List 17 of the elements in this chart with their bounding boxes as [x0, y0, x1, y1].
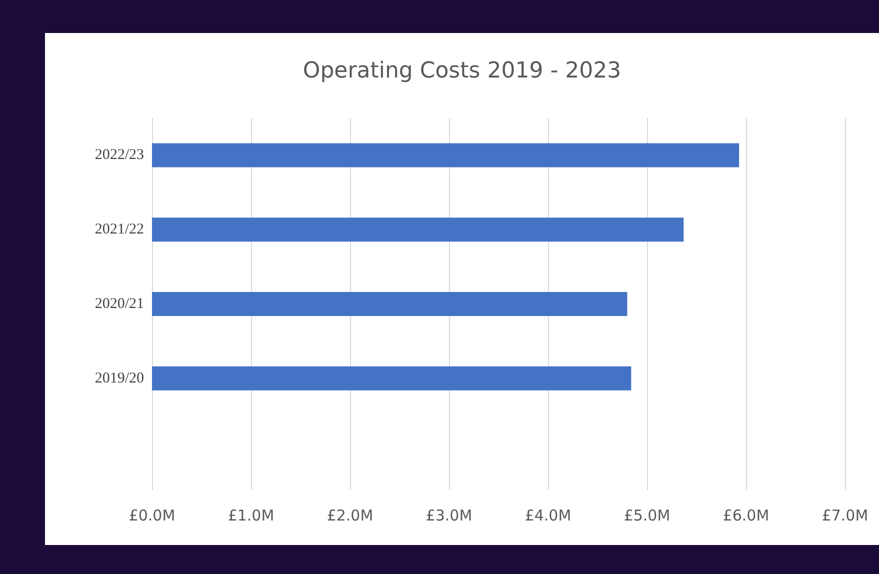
x-tick-label: £1.0M — [228, 506, 274, 524]
x-tick-label: £4.0M — [524, 506, 572, 524]
bar — [152, 366, 632, 390]
x-tick-label: £7.0M — [822, 506, 868, 524]
y-tick-label: 2021/22 — [94, 222, 144, 238]
x-tick-label: £3.0M — [426, 506, 472, 524]
bar — [152, 292, 628, 316]
bar — [152, 143, 740, 168]
bar — [152, 218, 684, 242]
y-tick-label: 2020/21 — [94, 296, 144, 312]
chart-title: Operating Costs 2019 - 2023 — [302, 58, 622, 84]
x-tick-label: £2.0M — [326, 506, 374, 524]
y-tick-label: 2022/23 — [94, 147, 144, 164]
x-tick-label: £5.0M — [624, 506, 670, 524]
x-tick-label: £6.0M — [722, 506, 770, 524]
y-tick-label: 2019/20 — [94, 370, 144, 386]
x-tick-label: £0.0M — [128, 506, 176, 524]
